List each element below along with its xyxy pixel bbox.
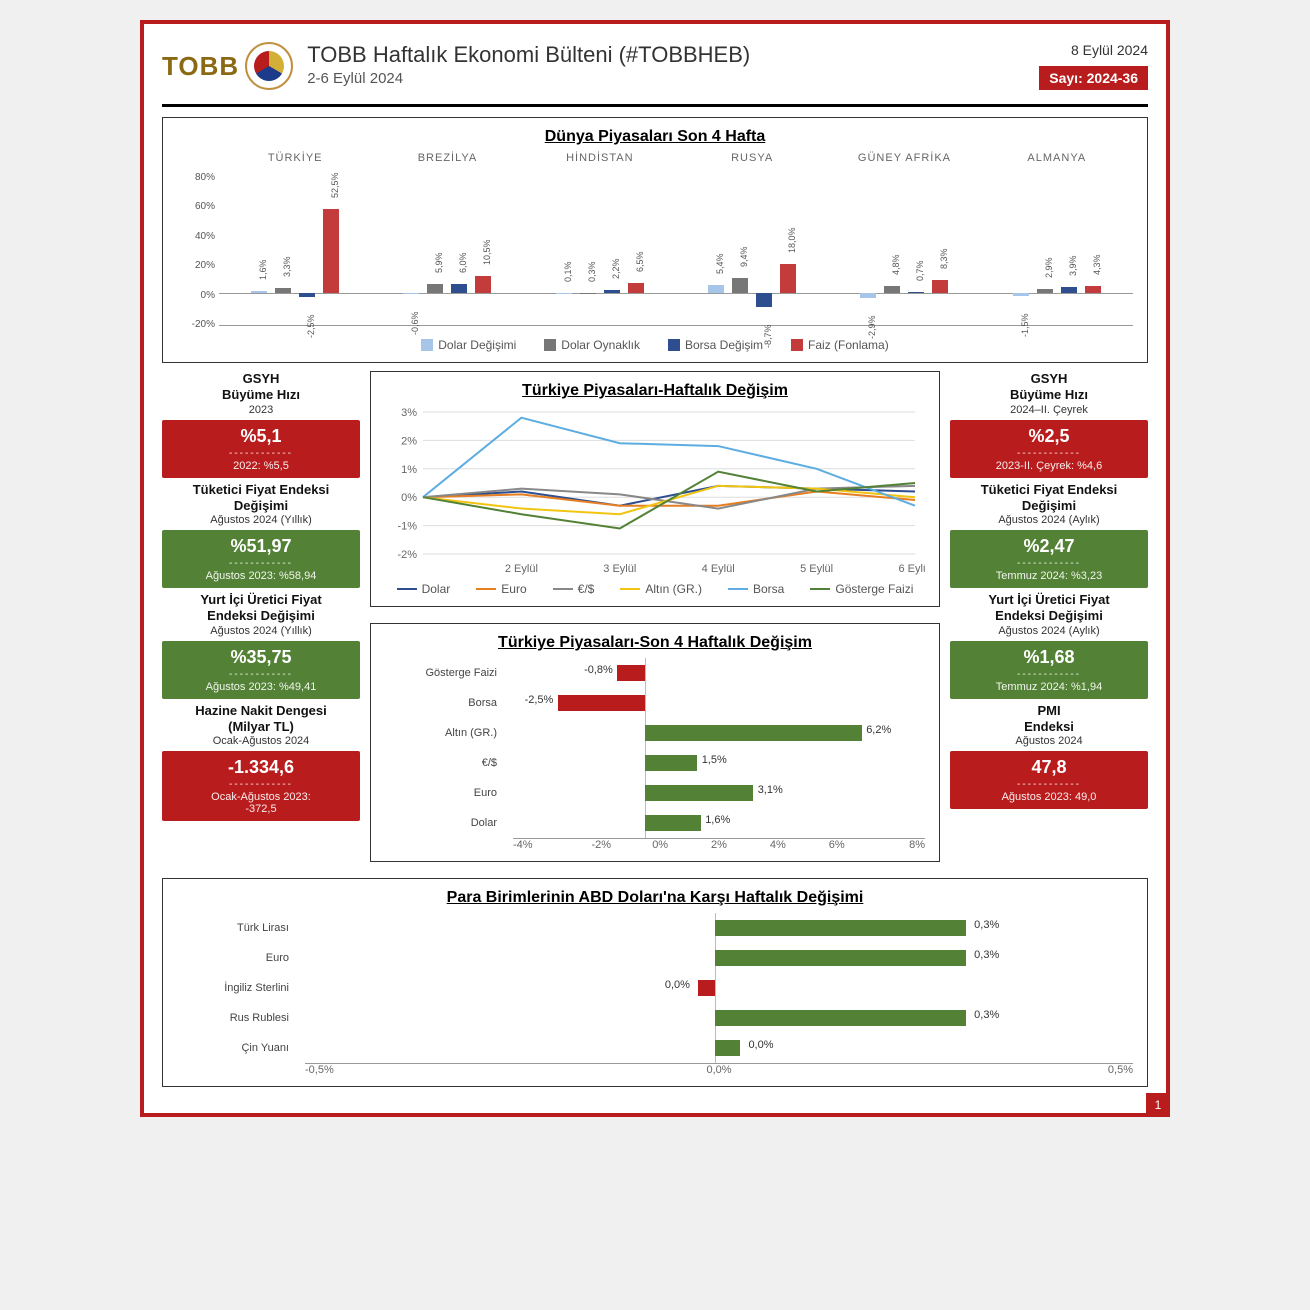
legend-item: Dolar xyxy=(397,582,451,596)
hbar-panel: Türkiye Piyasaları-Son 4 Haftalık Değişi… xyxy=(370,623,940,862)
hbar-row: Rus Rublesi0,3% xyxy=(177,1003,1133,1033)
svg-text:2 Eylül: 2 Eylül xyxy=(505,563,538,575)
stat-block: PMIEndeksiAğustos 202447,8------------Ağ… xyxy=(950,703,1148,810)
svg-text:-1%: -1% xyxy=(397,521,417,533)
bulletin-subtitle: 2-6 Eylül 2024 xyxy=(307,70,1025,87)
svg-text:4 Eylül: 4 Eylül xyxy=(702,563,735,575)
stat-block: Yurt İçi Üretici FiyatEndeksi DeğişimiAğ… xyxy=(950,592,1148,699)
bulletin-date: 8 Eylül 2024 xyxy=(1039,42,1148,58)
issue-badge: Sayı: 2024-36 xyxy=(1039,66,1148,90)
hbar-row: İngiliz Sterlini0,0% xyxy=(177,973,1133,1003)
bulletin-title: TOBB Haftalık Ekonomi Bülteni (#TOBBHEB) xyxy=(307,42,1025,68)
logo-text: TOBB xyxy=(162,51,239,82)
world-col-hindistan: HİNDİSTAN0,1%0,3%2,2%6,5% xyxy=(524,152,676,332)
stat-block: GSYHBüyüme Hızı2024–II. Çeyrek%2,5------… xyxy=(950,371,1148,478)
stat-block: Tüketici Fiyat EndeksiDeğişimiAğustos 20… xyxy=(162,482,360,589)
hbar-row: Borsa-2,5% xyxy=(385,688,925,718)
svg-text:3 Eylül: 3 Eylül xyxy=(603,563,636,575)
right-stats: GSYHBüyüme Hızı2024–II. Çeyrek%2,5------… xyxy=(950,371,1148,809)
header: TOBB TOBB Haftalık Ekonomi Bülteni (#TOB… xyxy=(162,42,1148,100)
legend-item: Borsa Değişim xyxy=(668,338,763,352)
currency-panel: Para Birimlerinin ABD Doları'na Karşı Ha… xyxy=(162,878,1148,1087)
world-legend: Dolar Değişimi Dolar Oynaklık Borsa Değişi… xyxy=(177,338,1133,352)
line-chart-title: Türkiye Piyasaları-Haftalık Değişim xyxy=(385,382,925,400)
divider xyxy=(162,104,1148,107)
legend-item: Dolar Değişimi xyxy=(421,338,516,352)
page-number: 1 xyxy=(1146,1093,1170,1117)
hbar-title: Türkiye Piyasaları-Son 4 Haftalık Değişi… xyxy=(385,634,925,652)
world-col-brezilya: BREZİLYA-0,6%5,9%6,0%10,5% xyxy=(371,152,523,332)
hbar-chart: Gösterge Faizi-0,8%Borsa-2,5%Altın (GR.)… xyxy=(385,658,925,838)
currency-chart: Türk Lirası0,3%Euro0,3%İngiliz Sterlini0… xyxy=(177,913,1133,1063)
page: TOBB TOBB Haftalık Ekonomi Bülteni (#TOB… xyxy=(140,20,1170,1117)
hbar-row: €/$1,5% xyxy=(385,748,925,778)
hbar-row: Altın (GR.)6,2% xyxy=(385,718,925,748)
legend-item: Altın (GR.) xyxy=(620,582,702,596)
stat-block: Tüketici Fiyat EndeksiDeğişimiAğustos 20… xyxy=(950,482,1148,589)
svg-text:0%: 0% xyxy=(401,492,417,504)
legend-item: Faiz (Fonlama) xyxy=(791,338,889,352)
hbar-axis: -4%-2%0%2%4%6%8% xyxy=(513,838,925,851)
hbar-row: Dolar1,6% xyxy=(385,808,925,838)
stat-block: Yurt İçi Üretici FiyatEndeksi DeğişimiAğ… xyxy=(162,592,360,699)
line-chart: -2% -1% 0% 1% 2% 3% 2 Eylül 3 Eylül 4 Eylül 5 Eyl… xyxy=(385,406,925,576)
svg-text:1%: 1% xyxy=(401,464,417,476)
currency-axis: -0,5%0,0%0,5% xyxy=(305,1063,1133,1076)
line-chart-panel: Türkiye Piyasaları-Haftalık Değişim -2%-… xyxy=(370,371,940,607)
world-col-almanya: ALMANYA-1,5%2,9%3,9%4,3% xyxy=(981,152,1133,332)
legend-item: €/$ xyxy=(553,582,595,596)
legend-item: Gösterge Faizi xyxy=(810,582,913,596)
svg-text:3%: 3% xyxy=(401,407,417,419)
hbar-row: Euro0,3% xyxy=(177,943,1133,973)
legend-item: Dolar Oynaklık xyxy=(544,338,640,352)
left-stats: GSYHBüyüme Hızı2023%5,1------------2022:… xyxy=(162,371,360,821)
hbar-row: Türk Lirası0,3% xyxy=(177,913,1133,943)
hbar-row: Çin Yuanı0,0% xyxy=(177,1033,1133,1063)
hbar-row: Euro3,1% xyxy=(385,778,925,808)
stat-block: GSYHBüyüme Hızı2023%5,1------------2022:… xyxy=(162,371,360,478)
world-col-trkiye: TÜRKİYE1,6%3,3%-2,5%52,5% xyxy=(219,152,371,332)
logo-icon xyxy=(245,42,293,90)
world-title: Dünya Piyasaları Son 4 Hafta xyxy=(177,128,1133,146)
line-legend: Dolar Euro €/$ Altın (GR.) Borsa Gösterge Fai… xyxy=(385,582,925,596)
svg-text:5 Eylül: 5 Eylül xyxy=(800,563,833,575)
world-panel: Dünya Piyasaları Son 4 Hafta 80%60%40%20… xyxy=(162,117,1148,363)
svg-text:2%: 2% xyxy=(401,435,417,447)
hbar-row: Gösterge Faizi-0,8% xyxy=(385,658,925,688)
stat-block: Hazine Nakit Dengesi(Milyar TL)Ocak-Ağus… xyxy=(162,703,360,822)
svg-text:6 Eylül: 6 Eylül xyxy=(898,563,925,575)
legend-item: Euro xyxy=(476,582,526,596)
svg-text:-2%: -2% xyxy=(397,549,417,561)
world-col-gneyafrika: GÜNEY AFRİKA-2,9%4,8%0,7%8,3% xyxy=(828,152,980,332)
legend-item: Borsa xyxy=(728,582,784,596)
logo: TOBB xyxy=(162,42,293,90)
currency-title: Para Birimlerinin ABD Doları'na Karşı Ha… xyxy=(177,889,1133,907)
world-col-rusya: RUSYA5,4%9,4%-8,7%18,0% xyxy=(676,152,828,332)
